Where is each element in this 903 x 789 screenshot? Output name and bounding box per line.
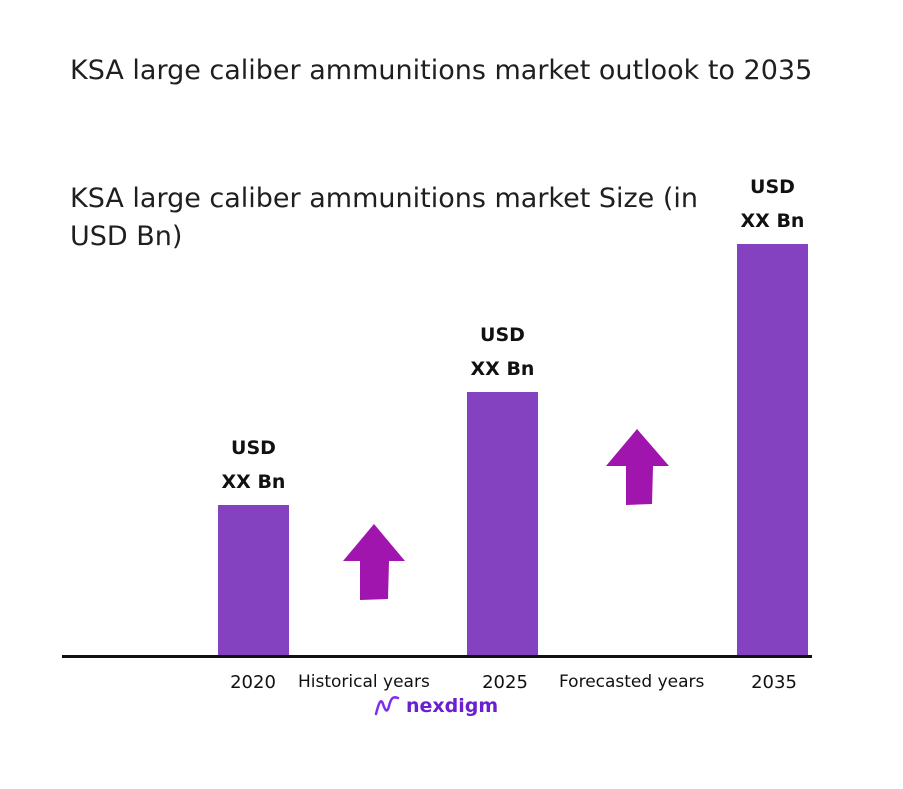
historical-years-label: Historical years [298, 672, 430, 692]
page-title: KSA large caliber ammunitions market out… [70, 55, 813, 86]
x-tick-2020: 2020 [230, 672, 276, 693]
bar-2035 [737, 244, 808, 656]
value-label-amount: XX Bn [740, 210, 805, 232]
x-axis-line [62, 655, 812, 658]
bar-2020 [218, 505, 289, 656]
logo-text: nexdigm [406, 695, 499, 717]
nexdigm-logo: nexdigm [374, 694, 498, 718]
value-label-currency: USD [231, 437, 276, 459]
x-tick-2035: 2035 [751, 672, 797, 693]
bar-2025 [467, 392, 538, 656]
value-label-2035: USD XX Bn [713, 170, 833, 238]
value-label-amount: XX Bn [221, 471, 286, 493]
value-label-2025: USD XX Bn [443, 318, 563, 386]
value-label-amount: XX Bn [470, 358, 535, 380]
value-label-2020: USD XX Bn [194, 431, 314, 499]
forecasted-years-label: Forecasted years [559, 672, 705, 692]
growth-arrow-icon [606, 429, 669, 505]
growth-arrow-icon [343, 524, 405, 600]
x-tick-2025: 2025 [482, 672, 528, 693]
value-label-currency: USD [750, 176, 795, 198]
nexdigm-wave-icon [374, 696, 400, 716]
chart-subtitle: KSA large caliber ammunitions market Siz… [70, 183, 699, 252]
value-label-currency: USD [480, 324, 525, 346]
